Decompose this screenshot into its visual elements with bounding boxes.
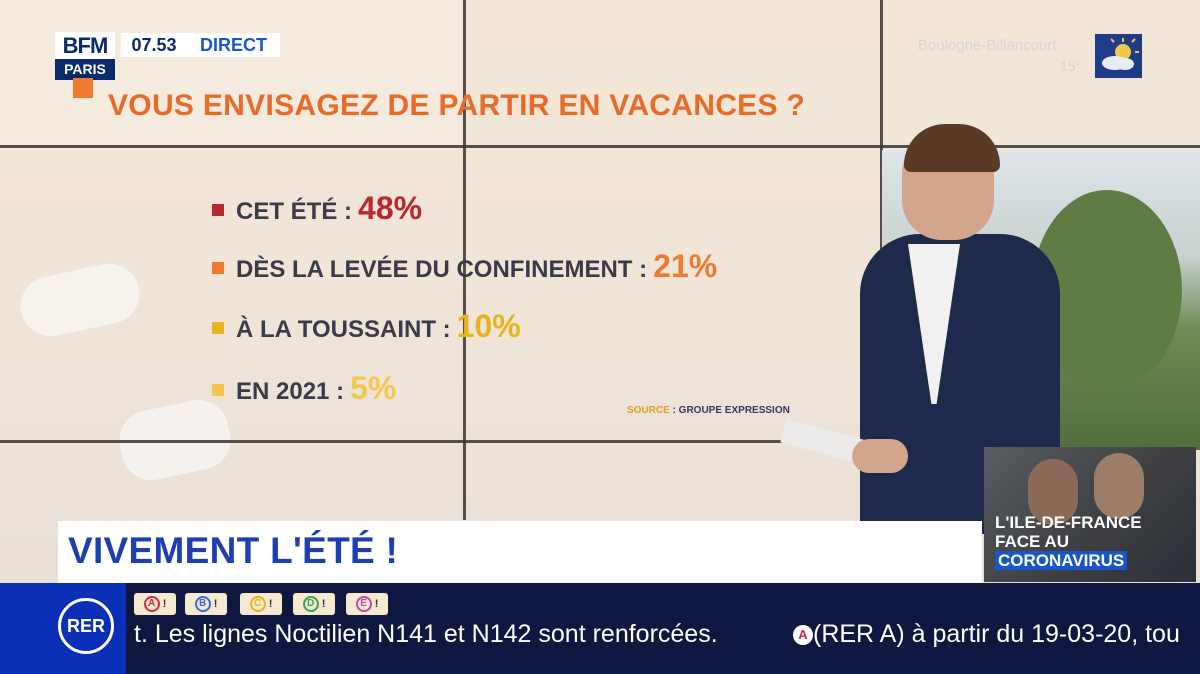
partly-cloudy-icon — [1095, 34, 1142, 78]
ticker-message-next: A (RER A) à partir du 19-03-20, tou — [793, 620, 1180, 649]
line-letter: C — [249, 596, 266, 612]
presenter-hair — [904, 124, 1000, 172]
survey-item-toussaint: À LA TOUSSAINT :10% — [212, 308, 521, 345]
rer-logo-icon: RER — [58, 598, 114, 654]
alert-icon: ! — [374, 598, 379, 610]
line-letter: E — [355, 596, 372, 612]
item-value: 48% — [358, 190, 423, 226]
item-marker — [212, 322, 224, 334]
inset-title-line2: FACE AU — [995, 532, 1069, 551]
alert-icon: ! — [321, 598, 326, 610]
item-label: À LA TOUSSAINT : — [236, 316, 451, 343]
item-marker — [212, 204, 224, 216]
inset-person — [1094, 453, 1144, 519]
wall-seam — [0, 440, 1200, 443]
question-marker — [73, 78, 93, 98]
inset-person — [1028, 459, 1078, 525]
alert-icon: ! — [213, 598, 218, 610]
item-marker — [212, 384, 224, 396]
weather-city: Boulogne-Billancourt — [918, 37, 1057, 54]
wall-seam — [0, 145, 1200, 148]
inset-title-line3: CORONAVIRUS — [995, 551, 1128, 570]
ticker-message: t. Les lignes Noctilien N141 et N142 son… — [134, 620, 718, 648]
headline-banner — [58, 521, 982, 583]
item-marker — [212, 262, 224, 274]
live-label: DIRECT — [187, 33, 280, 57]
logo-text-bottom: PARIS — [55, 59, 115, 80]
survey-question: VOUS ENVISAGEZ DE PARTIR EN VACANCES ? — [108, 89, 806, 122]
background-deco-shape — [15, 258, 145, 342]
item-value: 5% — [350, 370, 397, 406]
alert-icon: ! — [162, 598, 167, 610]
clock: 07.53 — [121, 33, 187, 57]
line-badge-d: D ! — [293, 593, 335, 615]
item-value: 21% — [653, 248, 718, 284]
line-badge-e: E ! — [346, 593, 388, 615]
line-badge-a: A ! — [134, 593, 176, 615]
source-value: : GROUPE EXPRESSION — [672, 405, 790, 416]
rer-a-badge: A — [793, 625, 813, 645]
survey-item-after-lockdown: DÈS LA LEVÉE DU CONFINEMENT :21% — [212, 248, 717, 285]
headline: VIVEMENT L'ÉTÉ ! — [68, 530, 399, 571]
item-label: DÈS LA LEVÉE DU CONFINEMENT : — [236, 256, 648, 283]
inset-title-line1: L'ILE-DE-FRANCE — [995, 513, 1142, 532]
logo-text-top: BFM — [55, 32, 115, 59]
alert-icon: ! — [268, 598, 273, 610]
item-label: EN 2021 : — [236, 378, 345, 405]
item-value: 10% — [456, 308, 521, 344]
source-label: SOURCE — [627, 405, 670, 416]
presenter-hand — [852, 439, 908, 473]
line-letter: D — [302, 596, 319, 612]
line-letter: B — [194, 596, 211, 612]
inset-title: L'ILE-DE-FRANCE FACE AU CORONAVIRUS — [995, 513, 1142, 570]
line-badge-b: B ! — [185, 593, 227, 615]
ticker-message-text: (RER A) à partir du 19-03-20, tou — [813, 620, 1180, 648]
channel-logo: BFM PARIS — [55, 32, 115, 82]
item-label: CET ÉTÉ : — [236, 198, 353, 225]
source-credit: SOURCE : GROUPE EXPRESSION — [627, 405, 790, 416]
survey-item-2021: EN 2021 :5% — [212, 370, 396, 407]
survey-item-summer: CET ÉTÉ :48% — [212, 190, 422, 227]
wall-seam — [463, 0, 466, 520]
weather-temperature: 15° — [1060, 58, 1082, 74]
inset-video — [984, 447, 1196, 582]
line-badge-c: C ! — [240, 593, 282, 615]
line-letter: A — [143, 596, 160, 612]
